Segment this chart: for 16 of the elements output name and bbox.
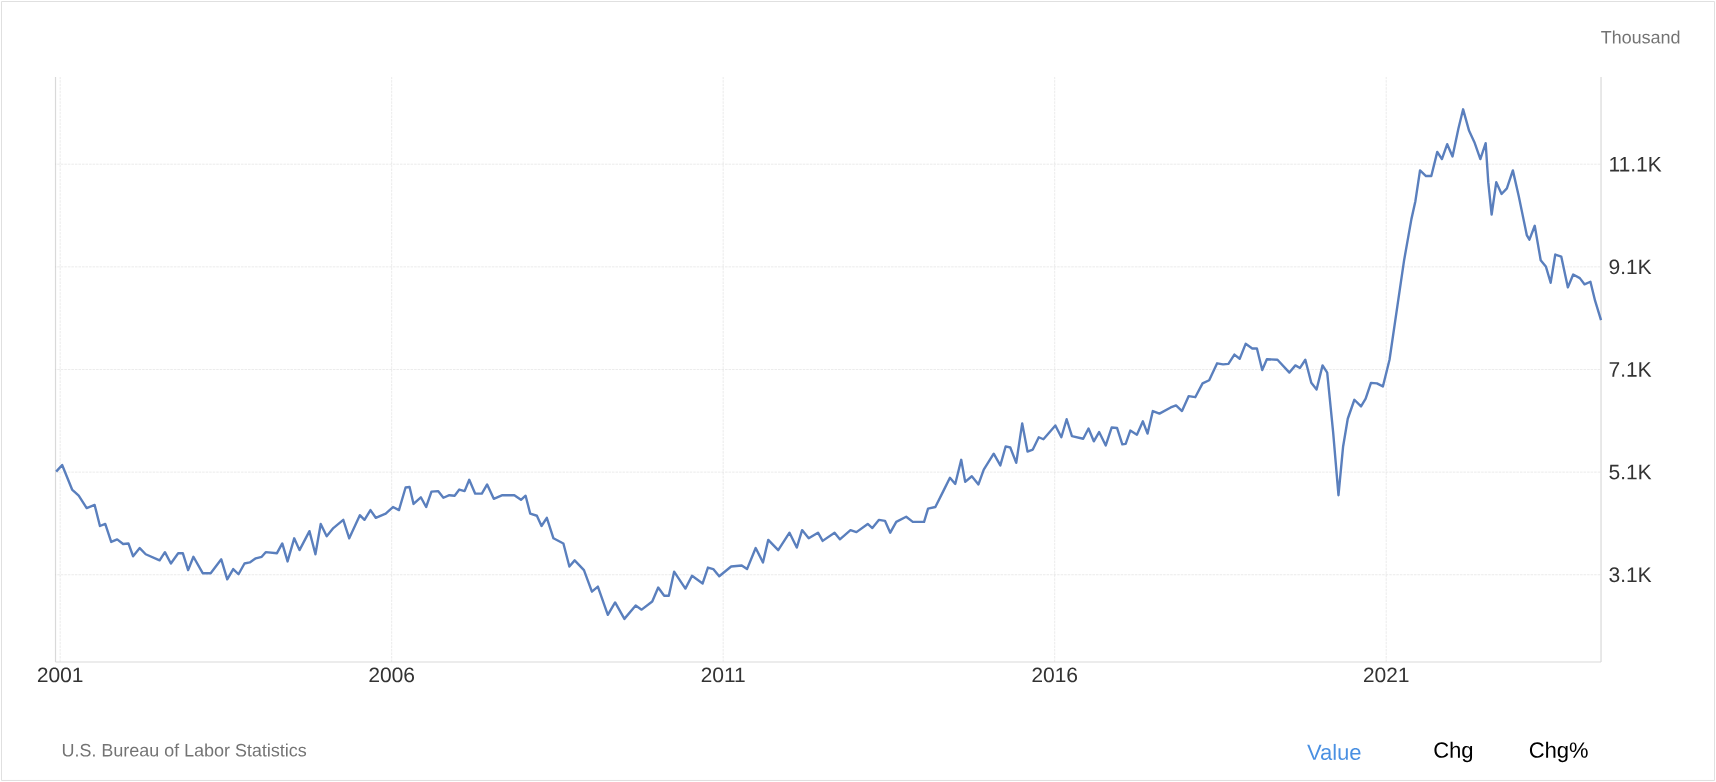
- x-tick-label: 2001: [37, 667, 83, 683]
- x-tick-label: 2021: [1363, 667, 1409, 683]
- y-tick-label: 11.1K: [1610, 157, 1662, 172]
- y-tick-label: 7.1K: [1609, 362, 1652, 377]
- x-tick-label: 2011: [701, 667, 745, 683]
- y-tick-label: 5.1K: [1609, 464, 1652, 480]
- y-axis-title: Thousand: [1601, 30, 1680, 44]
- y-tick-label: 9.1K: [1609, 259, 1652, 275]
- x-tick-label: 2016: [1032, 667, 1078, 683]
- line-series: [54, 108, 1603, 621]
- text: Chg: [1434, 741, 1473, 763]
- x-tick-label: 2006: [369, 667, 415, 683]
- y-tick-label: 3.1K: [1609, 567, 1652, 583]
- text: U.S. Bureau of Labor Statistics: [62, 743, 307, 757]
- text: Chg%: [1529, 741, 1588, 763]
- text: Value: [1307, 743, 1361, 761]
